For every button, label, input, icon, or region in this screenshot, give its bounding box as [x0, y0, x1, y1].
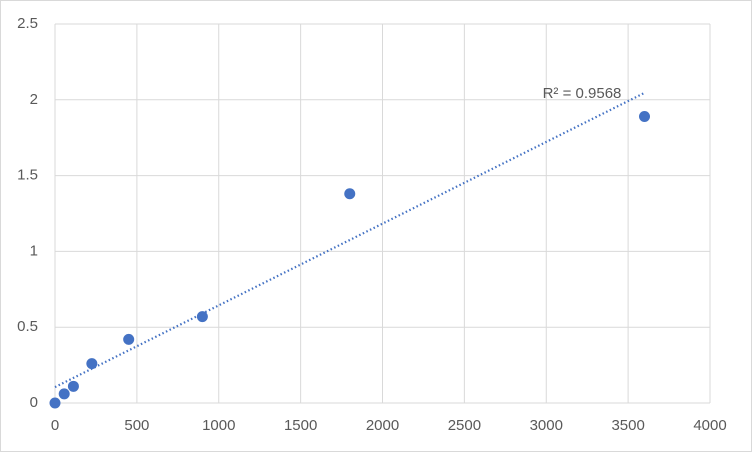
data-point	[58, 388, 70, 400]
x-tick-label: 4000	[693, 417, 726, 434]
y-tick-label: 0	[30, 394, 38, 411]
r-squared-label: R² = 0.9568	[543, 85, 622, 102]
x-tick-label: 2500	[448, 417, 481, 434]
x-tick-label: 0	[51, 417, 59, 434]
x-tick-label: 1000	[202, 417, 235, 434]
data-point	[123, 333, 135, 345]
data-point	[639, 110, 650, 122]
x-tick-label: 2000	[366, 417, 399, 434]
data-point	[86, 358, 98, 370]
data-point	[344, 188, 356, 200]
y-tick-label: 1.5	[17, 167, 38, 184]
x-tick-label: 3000	[530, 417, 563, 434]
x-tick-label: 3500	[611, 417, 644, 434]
y-tick-label: 2	[30, 91, 38, 108]
data-point	[49, 397, 61, 409]
y-tick-label: 2.5	[17, 15, 38, 32]
x-tick-label: 1500	[284, 417, 317, 434]
data-point	[67, 380, 79, 392]
x-tick-label: 500	[124, 417, 149, 434]
data-point	[196, 311, 208, 323]
trendline	[54, 91, 645, 389]
y-tick-label: 1	[30, 242, 38, 259]
y-tick-label: 0.5	[17, 318, 38, 335]
